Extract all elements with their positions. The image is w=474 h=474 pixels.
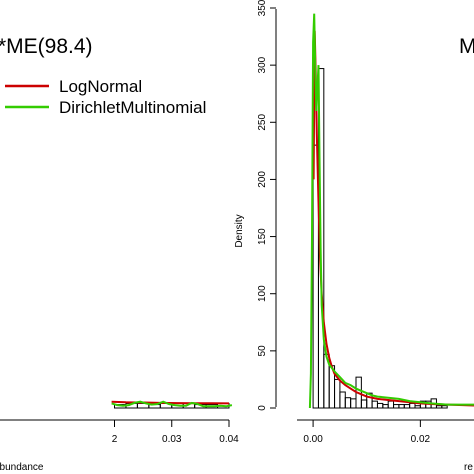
- right-y-tick-label: 200: [257, 171, 268, 188]
- right-bar: [339, 391, 346, 409]
- right-series-dirichlet-line: [308, 13, 474, 409]
- right-bar: [382, 404, 389, 409]
- right-y-tick-label: 300: [257, 56, 268, 73]
- right-bar: [371, 400, 378, 409]
- left-x-ticks: 2 0.03 0.04: [112, 420, 239, 445]
- right-bar: [393, 404, 400, 409]
- right-y-tick-label: 0: [257, 405, 268, 411]
- right-bar: [414, 405, 421, 409]
- right-bar: [435, 405, 443, 409]
- left-x-tick-label: 2: [112, 434, 118, 445]
- right-bars: [312, 68, 448, 409]
- right-y-tick-label: 350: [257, 0, 268, 16]
- right-x-tick-label: 0.00: [303, 434, 323, 445]
- right-y-tick-label: 50: [257, 345, 268, 357]
- legend-dirichlet-label: DirichletMultinomial: [59, 98, 206, 117]
- right-bar: [317, 68, 325, 409]
- right-y-tick-label: 150: [257, 228, 268, 245]
- right-bar: [398, 404, 405, 409]
- right-y-tick-label: 250: [257, 114, 268, 131]
- right-y-label: Density: [234, 214, 245, 247]
- right-bar: [409, 402, 416, 409]
- right-x-tick-label: 0.02: [411, 434, 431, 445]
- right-series-lognormal-line: [312, 30, 474, 407]
- legend: LogNormal DirichletMultinomial: [5, 77, 206, 117]
- right-series: [308, 13, 474, 409]
- right-bar: [366, 392, 373, 409]
- right-x-ticks: 0.00 0.02: [303, 420, 431, 445]
- left-series-lognormal-line: [111, 400, 230, 405]
- right-bar: [387, 400, 395, 409]
- right-bar: [441, 405, 448, 409]
- left-series: [111, 400, 233, 408]
- right-y-tick-label: 100: [257, 285, 268, 302]
- right-bar: [350, 398, 357, 409]
- left-title: *ME(98.4): [0, 35, 93, 58]
- right-bar: [360, 399, 368, 409]
- right-panel: 0 50 100 150 200 250 300 350 0.00 0.02 Density M…: [234, 0, 474, 473]
- right-bar: [403, 404, 411, 409]
- left-x-label: abundance: [0, 462, 44, 473]
- legend-lognormal-label: LogNormal: [59, 77, 142, 96]
- left-x-tick-label: 0.03: [162, 434, 182, 445]
- left-series-dirichlet-line: [111, 400, 233, 408]
- right-bar: [376, 402, 384, 409]
- left-panel: 2 0.03 0.04 *ME(98.4) abundance LogNormal …: [0, 35, 239, 473]
- right-title: ME: [459, 35, 474, 58]
- right-x-label: re: [464, 462, 473, 473]
- left-x-tick-label: 0.04: [219, 434, 239, 445]
- right-bar: [334, 378, 341, 409]
- right-bar: [344, 397, 352, 409]
- right-y-ticks: 0 50 100 150 200 250 300 350: [257, 0, 276, 411]
